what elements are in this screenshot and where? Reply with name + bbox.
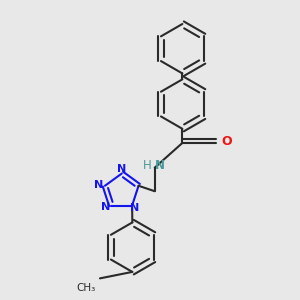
Text: N: N — [94, 180, 104, 190]
Text: N: N — [154, 159, 164, 172]
Text: O: O — [222, 135, 232, 148]
Text: N: N — [117, 164, 126, 174]
Text: N: N — [101, 202, 110, 212]
Text: H: H — [143, 159, 152, 172]
Text: N: N — [130, 203, 139, 214]
Text: CH₃: CH₃ — [76, 283, 95, 293]
